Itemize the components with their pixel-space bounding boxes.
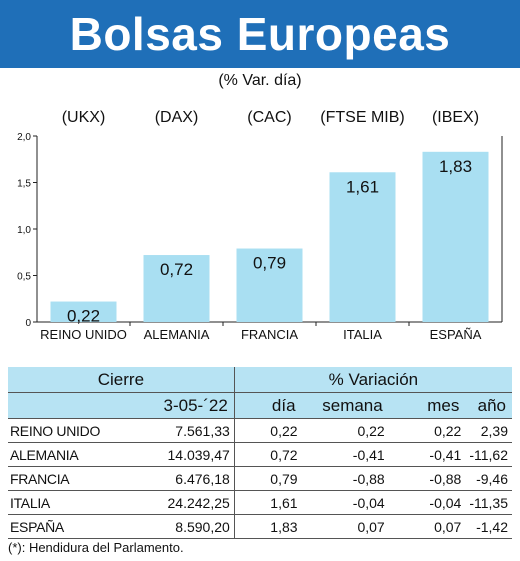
bar-4 — [422, 151, 489, 322]
header-cierre: Cierre — [8, 367, 235, 393]
row-mes: 0,22 — [388, 418, 466, 443]
row-mes: -0,88 — [388, 466, 466, 491]
data-label-4: 1,83 — [439, 157, 472, 176]
row-semana: -0,04 — [301, 490, 389, 515]
title-bar: Bolsas Europeas — [0, 0, 520, 68]
category-label-4: ESPAÑA — [430, 327, 482, 342]
data-label-1: 0,72 — [160, 260, 193, 279]
bar-chart: 0 0,5 1,0 1,5 2,0 0,22 (UKX) REINO UNIDO 0,72 (DA… — [17, 109, 503, 342]
row-dia: 0,79 — [233, 466, 302, 491]
row-dia: 1,61 — [233, 490, 302, 515]
table-row: ESPAÑA 8.590,20 1,83 0,07 0,07 -1,42 — [8, 514, 512, 539]
row-semana: 0,22 — [301, 418, 389, 443]
bar-0 — [50, 301, 117, 322]
row-mes: -0,04 — [388, 490, 466, 515]
row-ano: -11,62 — [465, 442, 512, 467]
index-label-4: (IBEX) — [432, 109, 479, 126]
row-semana: 0,07 — [301, 514, 389, 539]
row-dia: 1,83 — [233, 514, 302, 539]
category-label-2: FRANCIA — [241, 327, 298, 342]
footnote: (*): Hendidura del Parlamento. — [8, 540, 184, 555]
row-dia: 0,72 — [233, 442, 302, 467]
table-row: REINO UNIDO 7.561,33 0,22 0,22 0,22 2,39 — [8, 418, 512, 443]
page-title: Bolsas Europeas — [69, 8, 451, 60]
row-ano: 2,39 — [465, 418, 512, 443]
table-body: REINO UNIDO 7.561,33 0,22 0,22 0,22 2,39… — [8, 418, 512, 539]
row-semana: -0,88 — [301, 466, 389, 491]
row-name: FRANCIA — [8, 466, 123, 491]
row-name: ESPAÑA — [8, 514, 123, 539]
bar-2 — [236, 248, 303, 322]
data-label-3: 1,61 — [346, 177, 379, 196]
row-cierre: 14.039,47 — [122, 442, 235, 467]
bar-1 — [143, 255, 210, 322]
row-ano: -9,46 — [465, 466, 512, 491]
index-label-3: (FTSE MIB) — [320, 109, 404, 126]
row-cierre: 8.590,20 — [122, 514, 235, 539]
table-row: ALEMANIA 14.039,47 0,72 -0,41 -0,41 -11,… — [8, 442, 512, 467]
data-table-wrap: Cierre % Variación 3-05-´22 día semana m… — [8, 367, 512, 539]
bar-3 — [329, 172, 396, 322]
index-label-1: (DAX) — [155, 109, 199, 126]
row-cierre: 6.476,18 — [122, 466, 235, 491]
data-label-2: 0,79 — [253, 254, 286, 273]
row-ano: -11,35 — [465, 490, 512, 515]
y-tick-label: 1,5 — [17, 179, 31, 190]
category-label-3: ITALIA — [343, 327, 382, 342]
table-row: FRANCIA 6.476,18 0,79 -0,88 -0,88 -9,46 — [8, 466, 512, 491]
row-name: ALEMANIA — [8, 442, 123, 467]
chart-subtitle: (% Var. día) — [218, 72, 302, 89]
header-date: 3-05-´22 — [122, 392, 235, 419]
y-tick-label: 2,0 — [17, 132, 31, 143]
header-variacion: % Variación — [233, 367, 512, 393]
y-tick-label: 1,0 — [17, 225, 31, 236]
row-name: REINO UNIDO — [8, 418, 123, 443]
header-semana: semana — [301, 392, 389, 419]
data-label-0: 0,22 — [67, 307, 100, 326]
category-label-0: REINO UNIDO — [40, 327, 127, 342]
row-ano: -1,42 — [465, 514, 512, 539]
category-label-1: ALEMANIA — [144, 327, 210, 342]
y-tick-label: 0,5 — [17, 272, 31, 283]
table-row: ITALIA 24.242,25 1,61 -0,04 -0,04 -11,35 — [8, 490, 512, 515]
index-label-2: (CAC) — [247, 109, 291, 126]
row-cierre: 24.242,25 — [122, 490, 235, 515]
table-header-row-2: 3-05-´22 día semana mes año — [8, 392, 512, 419]
y-tick-label: 0 — [25, 318, 31, 329]
header-mes: mes — [388, 392, 466, 419]
data-table: Cierre % Variación 3-05-´22 día semana m… — [8, 367, 512, 539]
header-ano: año — [465, 392, 512, 419]
row-name: ITALIA — [8, 490, 123, 515]
index-label-0: (UKX) — [62, 109, 106, 126]
row-cierre: 7.561,33 — [122, 418, 235, 443]
header-dia: día — [233, 392, 302, 419]
row-semana: -0,41 — [301, 442, 389, 467]
row-mes: 0,07 — [388, 514, 466, 539]
header-blank — [8, 392, 123, 419]
table-header-row-1: Cierre % Variación — [8, 367, 512, 393]
row-mes: -0,41 — [388, 442, 466, 467]
row-dia: 0,22 — [233, 418, 302, 443]
